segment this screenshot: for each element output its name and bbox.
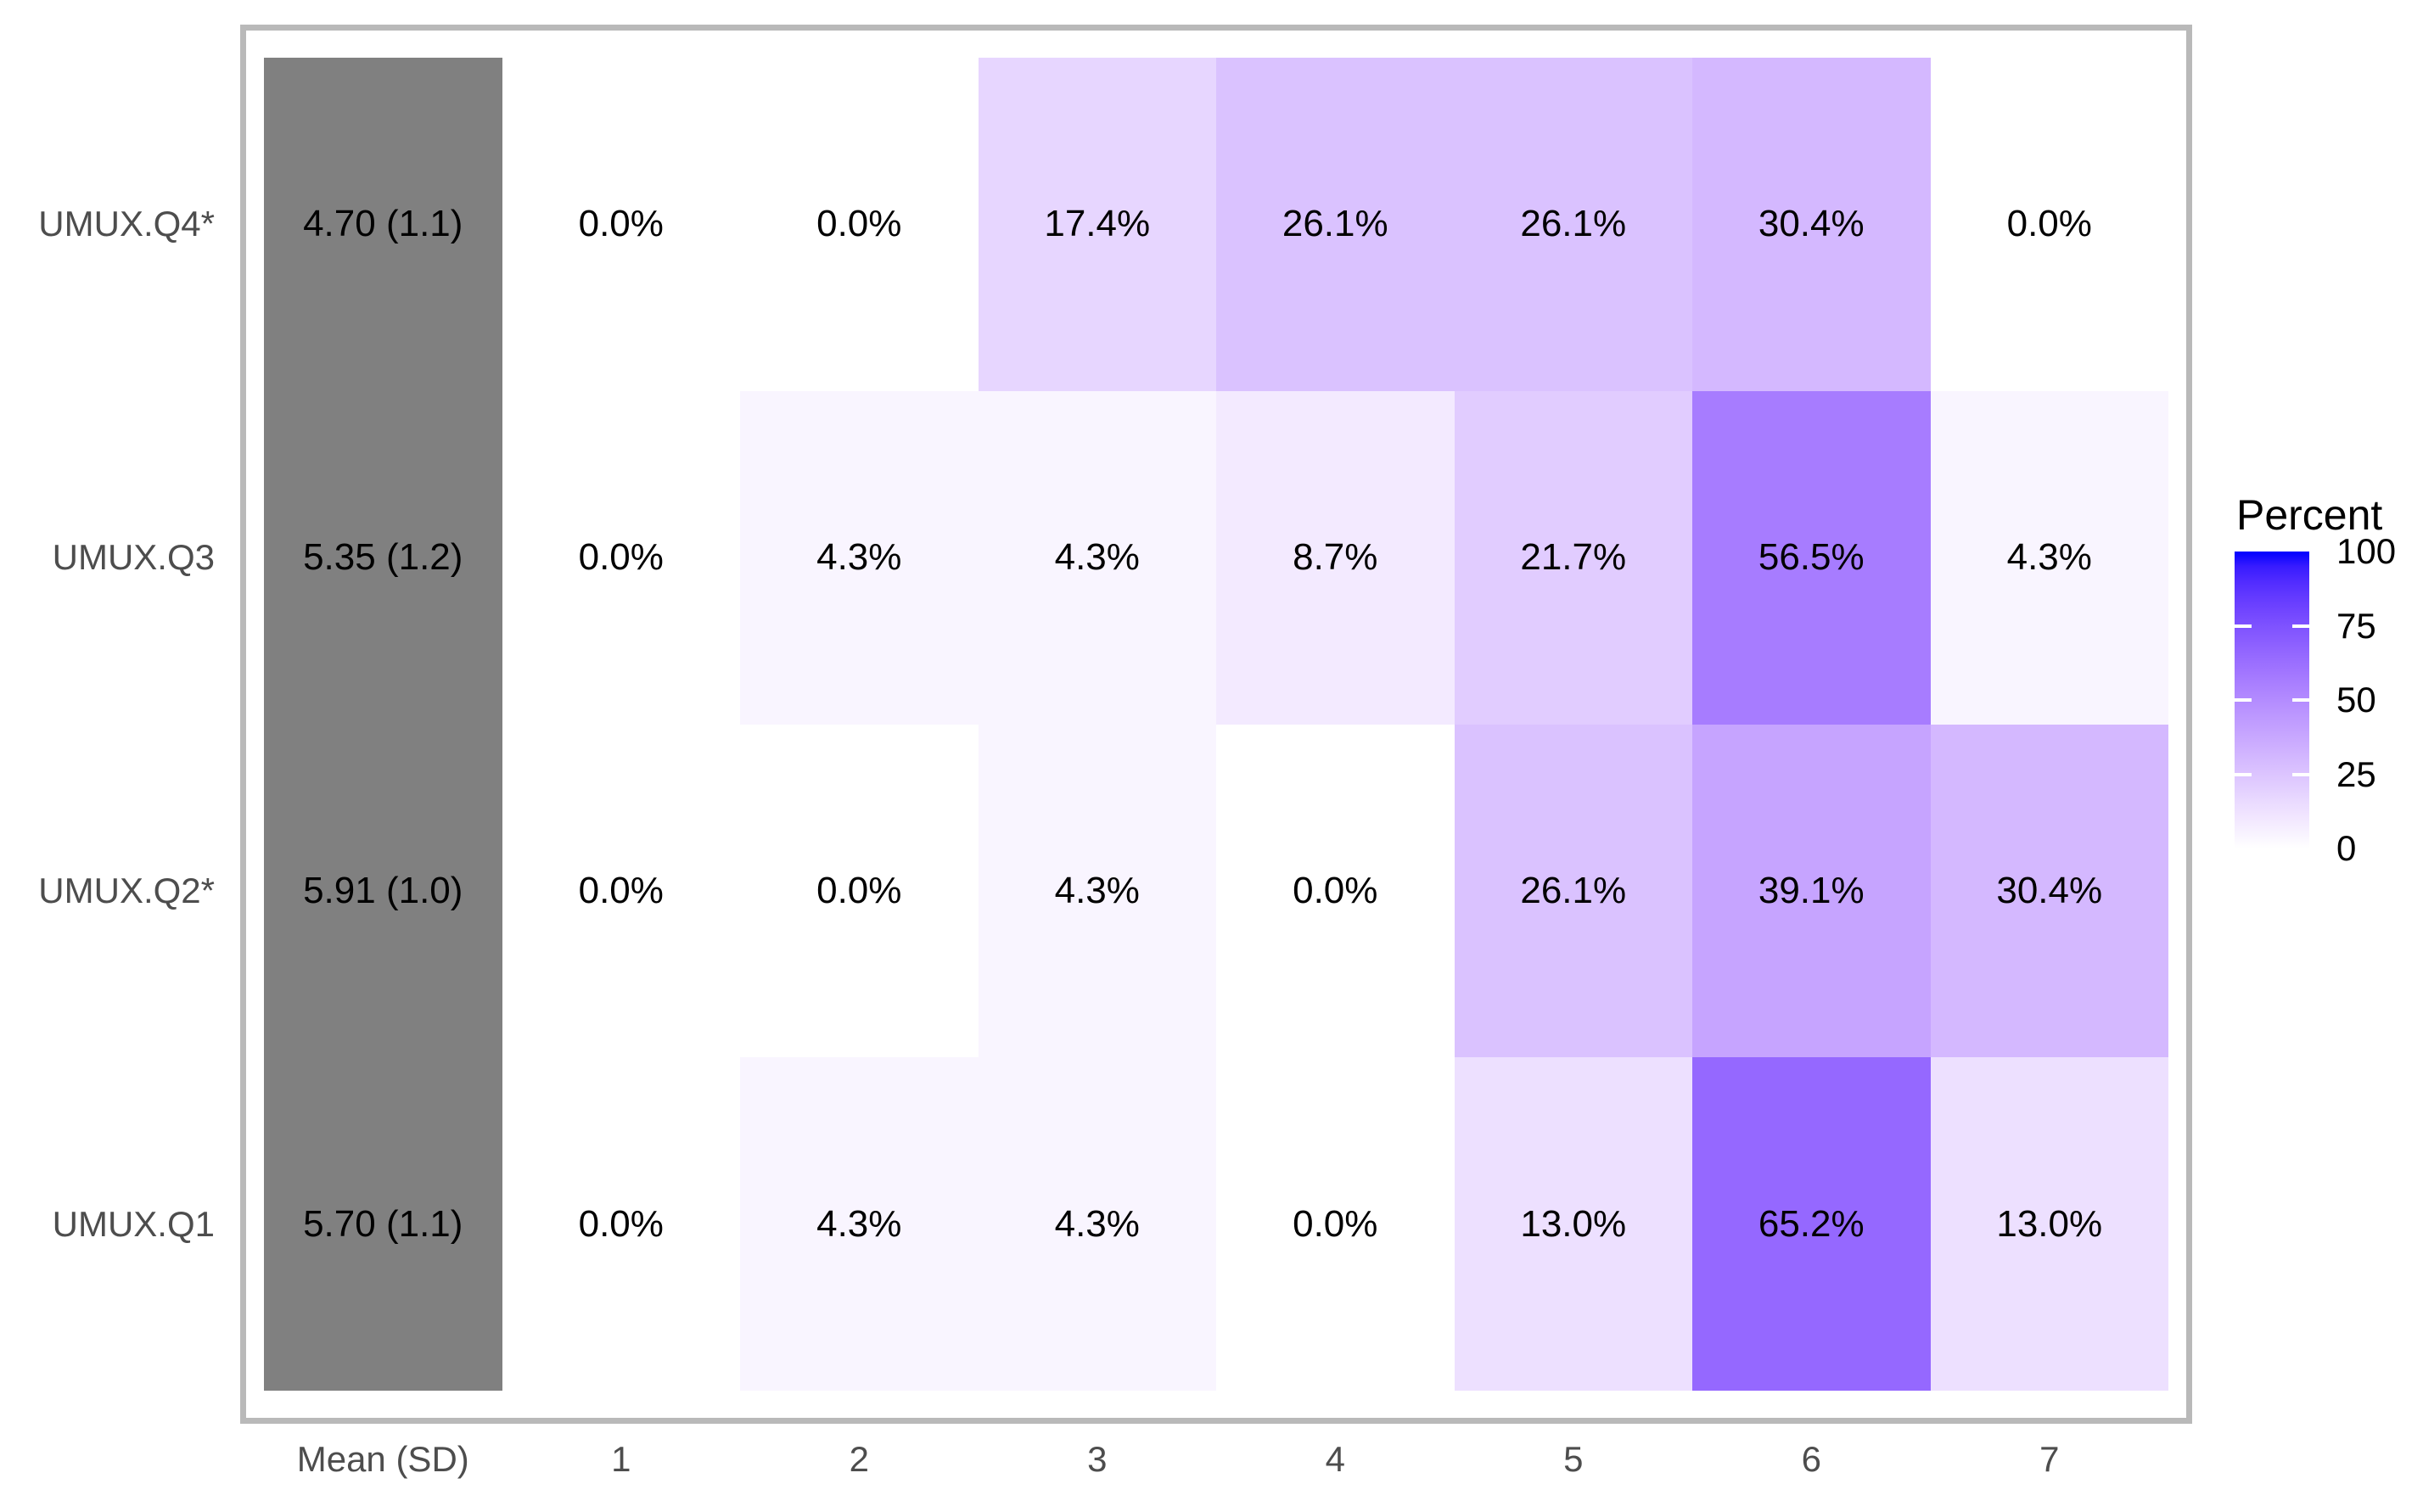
- heatmap-cell: 0.0%: [1216, 724, 1455, 1058]
- heatmap-cell: 0.0%: [1930, 58, 2168, 391]
- y-axis-label: UMUX.Q2*: [38, 870, 215, 910]
- x-axis-label: 2: [849, 1439, 869, 1479]
- heatmap-cell: 26.1%: [1216, 58, 1455, 391]
- heatmap-cell: 30.4%: [1930, 724, 2168, 1058]
- heatmap-cell: 0.0%: [1216, 1057, 1455, 1391]
- mean-sd-column: [264, 58, 502, 1391]
- y-axis-label: UMUX.Q4*: [38, 204, 215, 244]
- legend-tick-mark: [2235, 624, 2252, 628]
- heatmap-cell: 8.7%: [1216, 390, 1455, 725]
- legend-title: Percent: [2236, 491, 2383, 539]
- heatmap-cell: 4.3%: [1930, 390, 2168, 725]
- heatmap-cell: 4.3%: [978, 1057, 1216, 1391]
- heatmap-cell: 17.4%: [978, 58, 1216, 391]
- legend-tick-label: 0: [2336, 828, 2357, 868]
- mean-sd-value: 5.91 (1.0): [303, 869, 463, 911]
- legend-tick-label: 25: [2336, 753, 2376, 794]
- legend-tick-label: 100: [2336, 531, 2397, 571]
- x-axis-label: 4: [1325, 1439, 1345, 1479]
- x-axis-label: 7: [2039, 1439, 2060, 1479]
- x-axis-label: 6: [1801, 1439, 1821, 1479]
- x-axis-label: Mean (SD): [296, 1439, 469, 1479]
- x-axis-label: 5: [1563, 1439, 1584, 1479]
- heatmap-cell: 0.0%: [502, 58, 740, 391]
- heatmap-cell: 0.0%: [502, 1057, 740, 1391]
- heatmap-cell: 4.3%: [978, 390, 1216, 725]
- legend-tick-label: 50: [2336, 680, 2376, 720]
- legend-tick-mark: [2235, 772, 2252, 776]
- plot-panel: 4.70 (1.1) 0.0% 0.0% 17.4% 26.1% 26.1% 30.4% 0.…: [240, 25, 2192, 1424]
- heatmap-cell: 0.0%: [740, 58, 979, 391]
- legend-tick-mark: [2292, 624, 2309, 628]
- heatmap-cell: 4.3%: [978, 724, 1216, 1058]
- heatmap-cell: 65.2%: [1692, 1057, 1931, 1391]
- heatmap-cell: 13.0%: [1930, 1057, 2168, 1391]
- legend-tick-mark: [2235, 698, 2252, 702]
- legend-tick-mark: [2292, 772, 2309, 776]
- heatmap-cell: 4.3%: [740, 1057, 979, 1391]
- heatmap-cell: 39.1%: [1692, 724, 1931, 1058]
- heatmap-cell: 0.0%: [740, 724, 979, 1058]
- x-axis-label: 3: [1087, 1439, 1108, 1479]
- x-axis-label: 1: [611, 1439, 631, 1479]
- y-axis-label: UMUX.Q3: [52, 537, 215, 578]
- heatmap-cell: 26.1%: [1454, 58, 1692, 391]
- mean-sd-value: 4.70 (1.1): [303, 203, 463, 245]
- heatmap-cell: 56.5%: [1692, 390, 1931, 725]
- heatmap-cell: 13.0%: [1454, 1057, 1692, 1391]
- heatmap-cell: 21.7%: [1454, 390, 1692, 725]
- heatmap-cell: 0.0%: [502, 390, 740, 725]
- heatmap-cell: 30.4%: [1692, 58, 1931, 391]
- heatmap-cell: 4.3%: [740, 390, 979, 725]
- legend-tick-mark: [2292, 698, 2309, 702]
- heatmap-cell: 26.1%: [1454, 724, 1692, 1058]
- y-axis-label: UMUX.Q1: [52, 1203, 215, 1244]
- mean-sd-value: 5.70 (1.1): [303, 1202, 463, 1245]
- mean-sd-value: 5.35 (1.2): [303, 536, 463, 579]
- heatmap-cell: 0.0%: [502, 724, 740, 1058]
- legend-tick-label: 75: [2336, 605, 2376, 646]
